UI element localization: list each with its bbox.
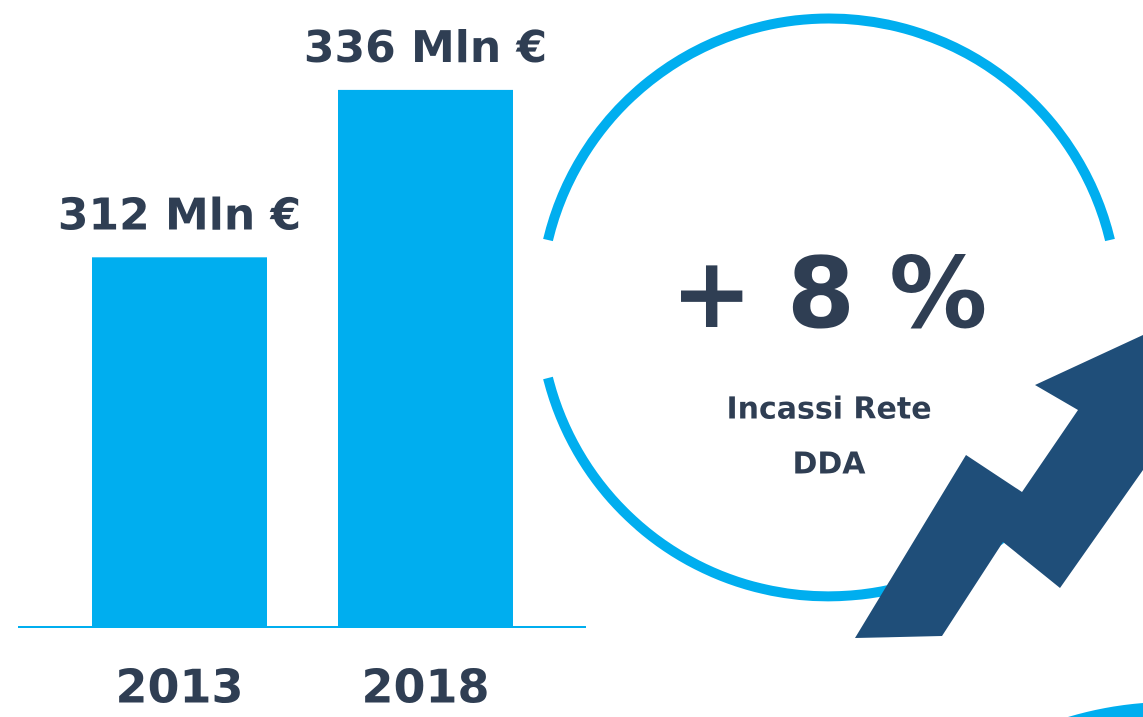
bar [92,257,267,627]
growth-annotation: + 8 % [671,237,988,351]
circle-arc [543,13,1115,242]
annotation-text: Incassi Rete [726,392,931,427]
decoration [1068,703,1143,717]
x-tick-label: 2013 [115,660,243,714]
value-label: 312 Mln € [58,189,301,240]
value-label: 336 Mln € [304,22,547,73]
bar [338,89,513,627]
trend-arrow [855,335,1143,638]
annotation-text: DDA [792,447,866,482]
x-tick-label: 2018 [361,660,489,714]
